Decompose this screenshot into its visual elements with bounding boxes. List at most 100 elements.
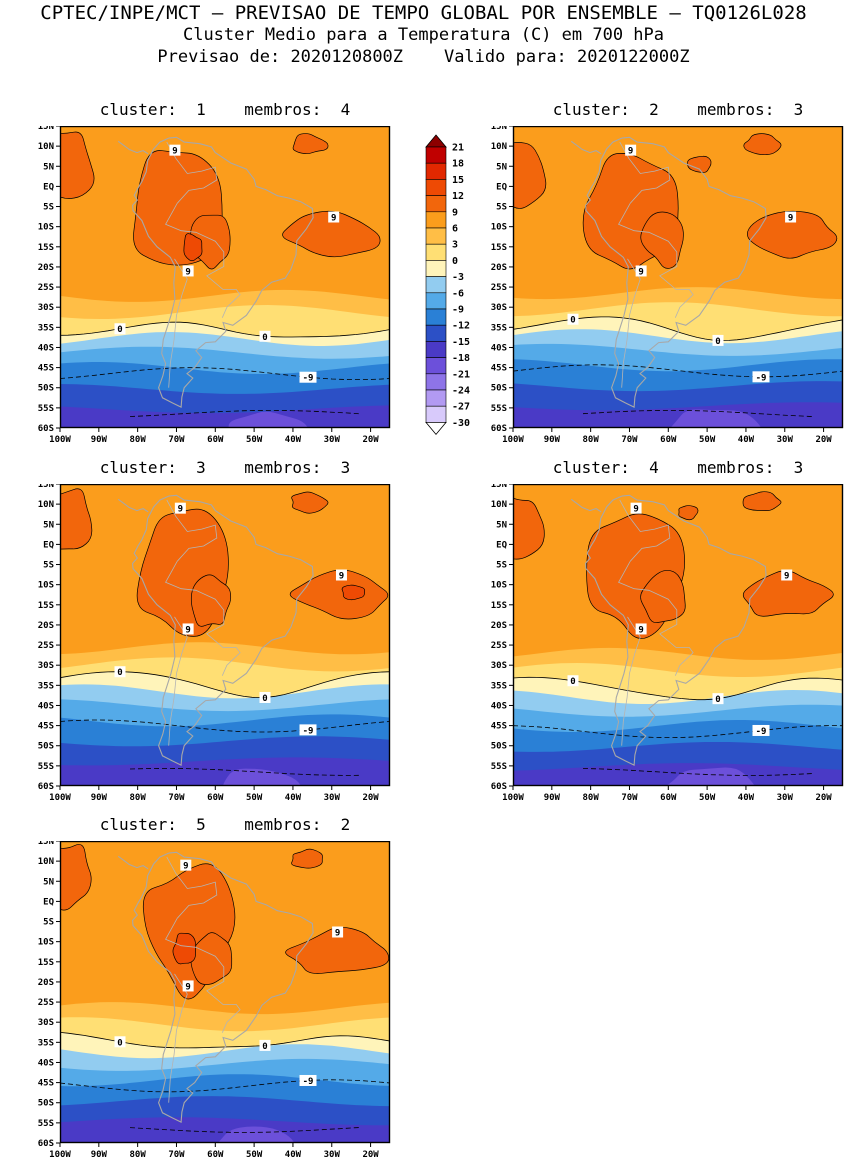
coastline xyxy=(585,136,767,408)
colorbar-tick-label: 15 xyxy=(452,175,464,186)
map-group: 9 9 9 0 0 -9 15N 10N 5N EQ 5S 10S 15S 20S 25S 30S 35S 40S… xyxy=(491,484,844,803)
lon-tick-label: 60W xyxy=(660,793,677,803)
warm-contour-region xyxy=(289,569,389,620)
colorbar-segment xyxy=(425,357,447,375)
lat-tick-label: EQ xyxy=(43,540,54,550)
colorbar-tick-label: -15 xyxy=(452,337,470,348)
contour-label-box xyxy=(174,502,186,514)
contour-label: 9 xyxy=(185,625,190,635)
temperature-band xyxy=(60,1117,390,1143)
warm-contour-region xyxy=(687,155,712,173)
minus18-contour-line xyxy=(582,410,814,417)
coastline-central-america xyxy=(570,498,602,513)
colorbar-segment xyxy=(425,243,447,261)
lon-tick-label: 80W xyxy=(583,435,600,445)
lat-tick-label: 25S xyxy=(38,641,54,651)
coastline-central-america xyxy=(117,498,149,513)
colorbar: 21 18 15 12 9 6 3 0 -3 -6 -9 -12 -15 -18 -21 -24 -27 -30 xyxy=(424,134,484,446)
contour-label: 0 xyxy=(262,1042,267,1052)
contour-label-box xyxy=(299,1074,317,1086)
colorbar-segment xyxy=(425,162,447,180)
lat-tick-label: 15N xyxy=(38,484,54,490)
lon-tick-label: 20W xyxy=(362,1150,379,1157)
country-border xyxy=(165,918,241,1033)
cluster-panel-3: cluster: 3 membros: 3 9 9 9 0 0 -9 15N 10N 5N EQ 5S… xyxy=(10,458,398,806)
country-border xyxy=(168,258,188,388)
minus18-contour-line xyxy=(582,768,814,776)
forecast-times: Previsao de: 2020120800Z Valido para: 20… xyxy=(157,47,690,67)
lat-tick-label: EQ xyxy=(496,540,507,550)
map-frame xyxy=(59,126,391,429)
colorbar-segment xyxy=(425,260,447,277)
minus18-contour-line xyxy=(129,410,361,417)
lon-tick-label: 80W xyxy=(130,435,147,445)
lon-tick-label: 70W xyxy=(621,435,638,445)
warm-contour-region xyxy=(341,584,366,601)
lat-tick-label: 35S xyxy=(38,323,54,333)
map-frame xyxy=(59,484,391,787)
contour-label: -9 xyxy=(303,726,314,736)
lat-tick-label: 15N xyxy=(38,841,54,847)
warm-contour-region xyxy=(742,570,834,617)
lat-tick-label: 35S xyxy=(38,1038,54,1048)
map-group: 9 9 9 0 0 -9 15N 10N 5N EQ 5S 10S 15S 20S 25S 30S 35S 40S… xyxy=(38,126,391,445)
lat-tick-label: 15S xyxy=(491,601,507,611)
contour-label-box xyxy=(259,330,271,342)
contour-label-box xyxy=(259,1039,271,1051)
lat-tick-label: 55S xyxy=(38,762,54,772)
lon-tick-label: 60W xyxy=(207,793,224,803)
contour-label: 9 xyxy=(339,572,344,582)
contour-label-box xyxy=(180,859,192,871)
lat-tick-label: 20S xyxy=(38,263,54,273)
lon-tick-label: 90W xyxy=(544,793,561,803)
contour-label: 0 xyxy=(117,325,122,335)
contour-label: 9 xyxy=(183,862,188,872)
contour-label-box xyxy=(259,691,271,703)
lon-tick-label: 20W xyxy=(815,435,832,445)
panel-title-cluster-4: cluster: 4 membros: 3 xyxy=(552,458,804,477)
colorbar-tick-label: 6 xyxy=(452,224,458,235)
country-border xyxy=(618,203,694,318)
minus9-contour-line xyxy=(513,364,843,378)
warm-contour-region xyxy=(513,497,545,560)
lon-tick-label: 90W xyxy=(91,793,108,803)
contour-label: 9 xyxy=(784,572,789,582)
contour-label-box xyxy=(114,1036,126,1048)
warm-contour-region xyxy=(60,488,93,550)
colorbar-arrow-top xyxy=(425,134,447,148)
colorbar-segment xyxy=(425,341,447,358)
lat-tick-label: 55S xyxy=(38,404,54,414)
country-border xyxy=(165,561,241,676)
contour-label-box xyxy=(752,724,770,736)
map-plot-area: 9 9 9 0 0 -9 xyxy=(513,126,843,428)
lon-tick-label: 90W xyxy=(91,1150,108,1157)
lon-tick-label: 50W xyxy=(246,435,263,445)
country-border xyxy=(168,973,188,1103)
lon-tick-label: 70W xyxy=(168,793,185,803)
colorbar-tick-label: -27 xyxy=(452,402,470,413)
panel-title-cluster-1: cluster: 1 membros: 4 xyxy=(99,100,351,119)
panel-title-cluster-2: cluster: 2 membros: 3 xyxy=(552,100,804,119)
lon-tick-label: 30W xyxy=(324,1150,341,1157)
lon-tick-label: 20W xyxy=(362,793,379,803)
lon-tick-label: 80W xyxy=(130,1150,147,1157)
lat-tick-label: 5N xyxy=(496,520,507,530)
lon-tick-label: 100W xyxy=(49,1150,71,1157)
lon-tick-label: 30W xyxy=(777,435,794,445)
colorbar-segment xyxy=(425,227,447,245)
temperature-band xyxy=(60,757,390,786)
lat-tick-label: 5S xyxy=(496,203,507,213)
colorbar-tick-label: -9 xyxy=(452,305,464,316)
lat-tick-label: 10N xyxy=(491,142,507,152)
lat-tick-label: 15N xyxy=(38,126,54,132)
warm-contour-region xyxy=(743,133,782,156)
colorbar-segment xyxy=(425,179,447,196)
lat-tick-label: EQ xyxy=(496,182,507,192)
warm-contour-region xyxy=(291,848,323,869)
warm-contour-region xyxy=(60,844,92,911)
contour-label-box xyxy=(182,265,194,277)
cluster-panel-1: cluster: 1 membros: 4 9 9 9 0 0 -9 15N 10N 5N EQ 5S… xyxy=(10,100,398,448)
temperature-map-cluster-1: 9 9 9 0 0 -9 15N 10N 5N EQ 5S 10S 15S 20S 25S 30S 35S 40S… xyxy=(38,126,391,445)
lat-tick-label: 60S xyxy=(491,782,507,792)
lon-tick-label: 50W xyxy=(246,1150,263,1157)
